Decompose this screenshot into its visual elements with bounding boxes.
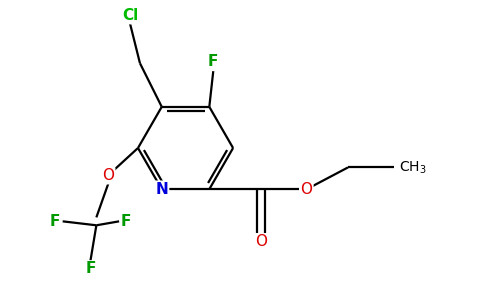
- Text: O: O: [301, 182, 312, 197]
- Text: N: N: [155, 182, 168, 197]
- Text: O: O: [255, 234, 267, 249]
- Text: Cl: Cl: [122, 8, 138, 23]
- Text: F: F: [121, 214, 131, 229]
- Text: F: F: [85, 261, 96, 276]
- Text: CH$_3$: CH$_3$: [398, 159, 426, 176]
- Text: O: O: [102, 168, 114, 183]
- Text: F: F: [49, 214, 60, 229]
- Text: F: F: [208, 54, 218, 69]
